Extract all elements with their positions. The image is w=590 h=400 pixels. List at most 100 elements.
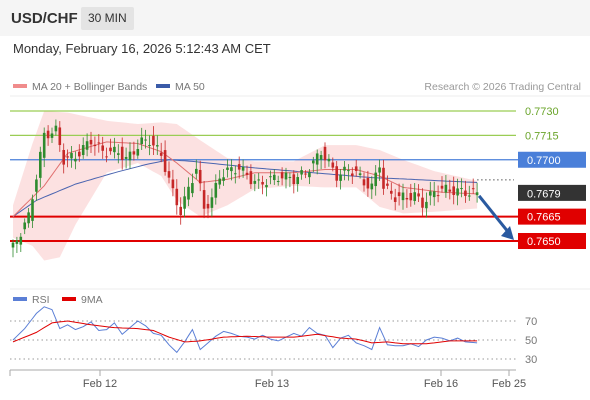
candle-body xyxy=(390,190,393,194)
ma20-swatch xyxy=(13,84,27,89)
candle-body xyxy=(284,172,288,180)
candle-body xyxy=(31,199,34,221)
candle-body xyxy=(429,191,432,196)
candle-body xyxy=(152,135,155,146)
pivot-label: 0.7700 xyxy=(527,155,561,167)
candle-body xyxy=(382,167,385,189)
candle-body xyxy=(409,192,413,201)
support-label: 0.7665 xyxy=(527,212,561,224)
candle-body xyxy=(237,164,241,170)
candle-body xyxy=(198,169,202,184)
candle-body xyxy=(89,139,93,145)
candle-body xyxy=(245,172,249,175)
candle-body xyxy=(113,146,116,153)
candle-body xyxy=(171,179,175,189)
candle-body xyxy=(195,168,198,174)
candle-body xyxy=(58,127,62,146)
legend-ma50: MA 50 xyxy=(156,81,205,93)
candle-body xyxy=(120,146,124,161)
candle-body xyxy=(202,190,206,209)
timeframe-badge[interactable]: 30 MIN xyxy=(81,7,134,30)
candle-body xyxy=(354,166,358,171)
credit-text: Research © 2026 Trading Central xyxy=(424,81,581,93)
candle-body xyxy=(401,192,405,201)
candle-body xyxy=(296,177,299,185)
candle-body xyxy=(405,197,409,200)
rsi-swatch xyxy=(13,297,27,302)
legend-ma50-label: MA 50 xyxy=(175,81,205,93)
candle-body xyxy=(343,166,346,171)
candle-body xyxy=(374,172,377,187)
candle-body xyxy=(144,139,147,141)
candle-body xyxy=(456,188,459,196)
support-badge xyxy=(518,233,586,249)
candle-body xyxy=(261,181,264,185)
candle-body xyxy=(136,149,140,156)
candle-body xyxy=(335,166,338,181)
candle-body xyxy=(397,192,401,197)
candle-body xyxy=(46,130,50,139)
rsi-line xyxy=(12,306,478,354)
candle-body xyxy=(175,188,179,206)
candle-body xyxy=(50,133,54,138)
ma20-line xyxy=(12,141,478,217)
candle-body xyxy=(471,188,475,190)
candle-body xyxy=(101,145,104,151)
candle-body xyxy=(249,171,253,185)
candle-body xyxy=(222,177,225,181)
candle-body xyxy=(253,180,257,184)
candle-body xyxy=(308,172,311,178)
rsi-ma-swatch xyxy=(62,297,76,302)
candle-body xyxy=(421,197,424,208)
candle-body xyxy=(300,170,303,175)
candle-body xyxy=(425,201,428,209)
candle-body xyxy=(159,152,163,156)
candle-body xyxy=(273,174,276,181)
candle-body xyxy=(39,151,42,178)
candle-body xyxy=(226,167,229,170)
candle-body xyxy=(15,240,19,244)
candle-body xyxy=(218,178,221,185)
candle-body xyxy=(475,192,479,196)
candle-body xyxy=(93,144,97,147)
candle-body xyxy=(191,183,194,194)
candle-body xyxy=(413,192,416,201)
candle-body xyxy=(280,172,284,179)
candle-body xyxy=(366,177,370,189)
candle-body xyxy=(206,203,210,209)
rsi-level-label: 50 xyxy=(525,335,537,347)
candle-body xyxy=(417,193,420,197)
candle-body xyxy=(331,162,335,168)
current-price-badge xyxy=(518,184,586,201)
x-axis-tick-label: Feb 25 xyxy=(492,378,526,390)
candle-body xyxy=(66,156,69,158)
arrowhead-icon xyxy=(501,226,514,240)
candle-body xyxy=(432,191,436,198)
candle-body xyxy=(358,173,362,176)
symbol-label: USD/CHF xyxy=(11,10,78,27)
candle-body xyxy=(440,185,444,189)
candle-body xyxy=(74,158,77,162)
candle-body xyxy=(448,189,452,192)
support-badge xyxy=(518,208,586,225)
candle-body xyxy=(323,146,327,161)
candle-body xyxy=(378,167,381,173)
rsi-ma-line xyxy=(12,320,478,345)
candle-body xyxy=(460,188,463,190)
candle-body xyxy=(81,145,85,156)
candle-body xyxy=(105,156,108,158)
candle-body xyxy=(156,145,159,147)
candle-body xyxy=(27,212,30,224)
candle-body xyxy=(85,141,89,150)
rsi-level-label: 70 xyxy=(525,316,537,328)
candle-body xyxy=(19,236,23,245)
candle-body xyxy=(109,147,112,152)
candle-body xyxy=(351,173,354,176)
legend-rsi-label: RSI xyxy=(32,294,50,306)
candle-body xyxy=(54,125,58,132)
candle-body xyxy=(35,179,38,192)
legend-rsi-ma: 9MA xyxy=(62,294,103,306)
rsi-level-label: 30 xyxy=(525,354,537,366)
candle-body xyxy=(386,183,389,186)
